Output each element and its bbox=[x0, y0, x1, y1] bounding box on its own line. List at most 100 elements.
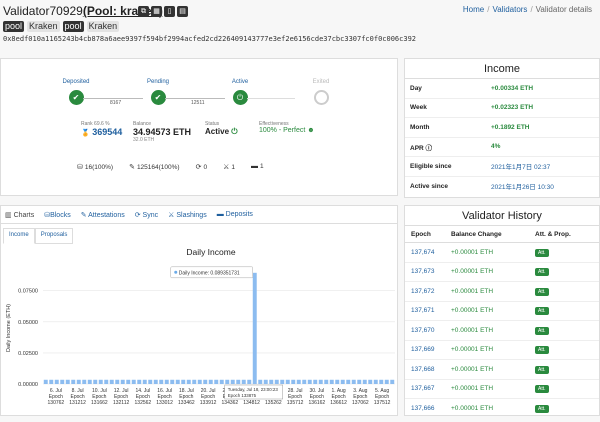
tab-slashings[interactable]: ⚔ Slashings bbox=[168, 211, 207, 219]
chart-bar[interactable] bbox=[285, 379, 290, 384]
chart-bar[interactable] bbox=[390, 379, 395, 384]
chart-bar[interactable] bbox=[296, 379, 301, 384]
chart-bar[interactable] bbox=[54, 379, 59, 384]
chart-bar[interactable] bbox=[274, 379, 279, 384]
chart-bar[interactable] bbox=[104, 379, 109, 384]
chart-bar[interactable] bbox=[357, 379, 362, 384]
chart-bar[interactable] bbox=[373, 379, 378, 384]
crosshair-tooltip bbox=[224, 384, 283, 400]
chart-bar[interactable] bbox=[280, 379, 285, 384]
chart-bar[interactable] bbox=[98, 379, 103, 384]
chart-bar[interactable] bbox=[60, 379, 65, 384]
chart-bar[interactable] bbox=[219, 379, 224, 384]
chart-bar[interactable] bbox=[192, 379, 197, 384]
chart-bar[interactable] bbox=[225, 379, 230, 384]
chart-bar[interactable] bbox=[329, 379, 334, 384]
chart-bar[interactable] bbox=[368, 379, 373, 384]
chart-bar[interactable] bbox=[186, 379, 191, 384]
chart-bar[interactable] bbox=[71, 379, 76, 384]
chart-bar[interactable] bbox=[335, 379, 340, 384]
breadcrumb-home[interactable]: Home bbox=[462, 5, 485, 14]
chart-bar[interactable] bbox=[313, 379, 318, 384]
epoch-link[interactable]: 137,668 bbox=[411, 365, 435, 373]
chart-bar[interactable] bbox=[126, 379, 131, 384]
chart-bar[interactable] bbox=[49, 379, 54, 384]
tab-sync[interactable]: ⟳ Sync bbox=[134, 211, 159, 219]
tab-attestations[interactable]: ✎ Attestations bbox=[80, 211, 125, 219]
chart-bar[interactable] bbox=[65, 379, 70, 384]
bookmark-icon[interactable]: ▯ bbox=[164, 6, 175, 17]
breadcrumb-validators[interactable]: Validators bbox=[492, 5, 528, 14]
epoch-link[interactable]: 137,671 bbox=[411, 307, 435, 315]
epoch-link[interactable]: 137,670 bbox=[411, 326, 435, 334]
tag-badge[interactable]: pool bbox=[3, 21, 25, 32]
chart-bar[interactable] bbox=[351, 379, 356, 384]
rank-value[interactable]: 🏅 369544 bbox=[81, 127, 123, 137]
chart-bar[interactable] bbox=[87, 379, 92, 384]
chart-bar[interactable] bbox=[214, 379, 219, 384]
copy-icon[interactable]: ⧉ bbox=[138, 6, 149, 17]
chart-bar[interactable] bbox=[302, 379, 307, 384]
chart-bar[interactable] bbox=[43, 379, 48, 384]
chart-bar[interactable] bbox=[181, 379, 186, 384]
chart-bar[interactable] bbox=[291, 379, 296, 384]
chart-bar[interactable] bbox=[115, 379, 120, 384]
chart-bar[interactable] bbox=[93, 379, 98, 384]
epoch-link[interactable]: 137,673 bbox=[411, 268, 435, 276]
qr-icon[interactable]: ▦ bbox=[151, 6, 162, 17]
epoch-link[interactable]: 137,669 bbox=[411, 346, 435, 354]
chart-bar[interactable] bbox=[241, 379, 246, 384]
chart-bar[interactable] bbox=[175, 379, 180, 384]
epoch-link[interactable]: 137,674 bbox=[411, 248, 435, 256]
chart-bar[interactable] bbox=[148, 379, 153, 384]
tab-blocks[interactable]: ⛁Blocks bbox=[44, 211, 71, 219]
proposals-count[interactable]: ⛁ 16(100%) bbox=[77, 164, 114, 171]
attestations-count[interactable]: ✎ 125164(100%) bbox=[129, 164, 180, 171]
epoch-link[interactable]: 137,667 bbox=[411, 385, 435, 393]
chart-bar[interactable] bbox=[379, 379, 384, 384]
chart-bar[interactable] bbox=[142, 379, 147, 384]
chart-bar[interactable] bbox=[252, 272, 257, 384]
chart-bar[interactable] bbox=[203, 379, 208, 384]
chart-bar[interactable] bbox=[318, 379, 323, 384]
chart-bar[interactable] bbox=[131, 379, 136, 384]
chart-bar[interactable] bbox=[324, 379, 329, 384]
subtab-income[interactable]: Income bbox=[3, 228, 35, 244]
chart-bar[interactable] bbox=[137, 379, 142, 384]
chart-bar[interactable] bbox=[109, 379, 114, 384]
chart-bar[interactable] bbox=[82, 379, 87, 384]
chart-bar[interactable] bbox=[263, 379, 268, 384]
chart-bar[interactable] bbox=[236, 379, 241, 384]
chart-bar[interactable] bbox=[153, 379, 158, 384]
chart-bar[interactable] bbox=[247, 379, 252, 384]
tab-charts[interactable]: ▥ Charts bbox=[5, 211, 35, 219]
epoch-link[interactable]: 137,666 bbox=[411, 404, 435, 412]
chart-bar[interactable] bbox=[340, 379, 345, 384]
chart-bar[interactable] bbox=[208, 379, 213, 384]
chart-bar[interactable] bbox=[362, 379, 367, 384]
subtab-proposals[interactable]: Proposals bbox=[34, 228, 74, 244]
tag-badge[interactable]: pool bbox=[62, 21, 84, 32]
chart-bar[interactable] bbox=[159, 379, 164, 384]
deposits-count[interactable]: ▬ 1 bbox=[251, 163, 264, 170]
sync-count[interactable]: ⟳ 0 bbox=[195, 164, 208, 171]
tab-deposits[interactable]: ▬ Deposits bbox=[216, 211, 253, 218]
chart-bar[interactable] bbox=[76, 379, 81, 384]
slashing-count[interactable]: ⚔ 1 bbox=[223, 164, 235, 171]
chart-bar[interactable] bbox=[269, 379, 274, 384]
x-tick-epoch: Epoch bbox=[158, 394, 172, 400]
help-icon[interactable]: ⓘ bbox=[425, 144, 433, 152]
chart-bar[interactable] bbox=[197, 379, 202, 384]
tag-badge[interactable]: Kraken bbox=[86, 21, 120, 32]
chart-bar[interactable] bbox=[120, 379, 125, 384]
chart-bar[interactable] bbox=[230, 379, 235, 384]
chart-bar[interactable] bbox=[307, 379, 312, 384]
chart-bar[interactable] bbox=[170, 379, 175, 384]
chart-bar[interactable] bbox=[384, 379, 389, 384]
tag-badge[interactable]: Kraken bbox=[27, 21, 60, 32]
chart-bar[interactable] bbox=[258, 379, 263, 384]
chart-bar[interactable] bbox=[346, 379, 351, 384]
epoch-link[interactable]: 137,672 bbox=[411, 287, 435, 295]
chart-bar[interactable] bbox=[164, 379, 169, 384]
table-icon[interactable]: ▤ bbox=[177, 6, 188, 17]
